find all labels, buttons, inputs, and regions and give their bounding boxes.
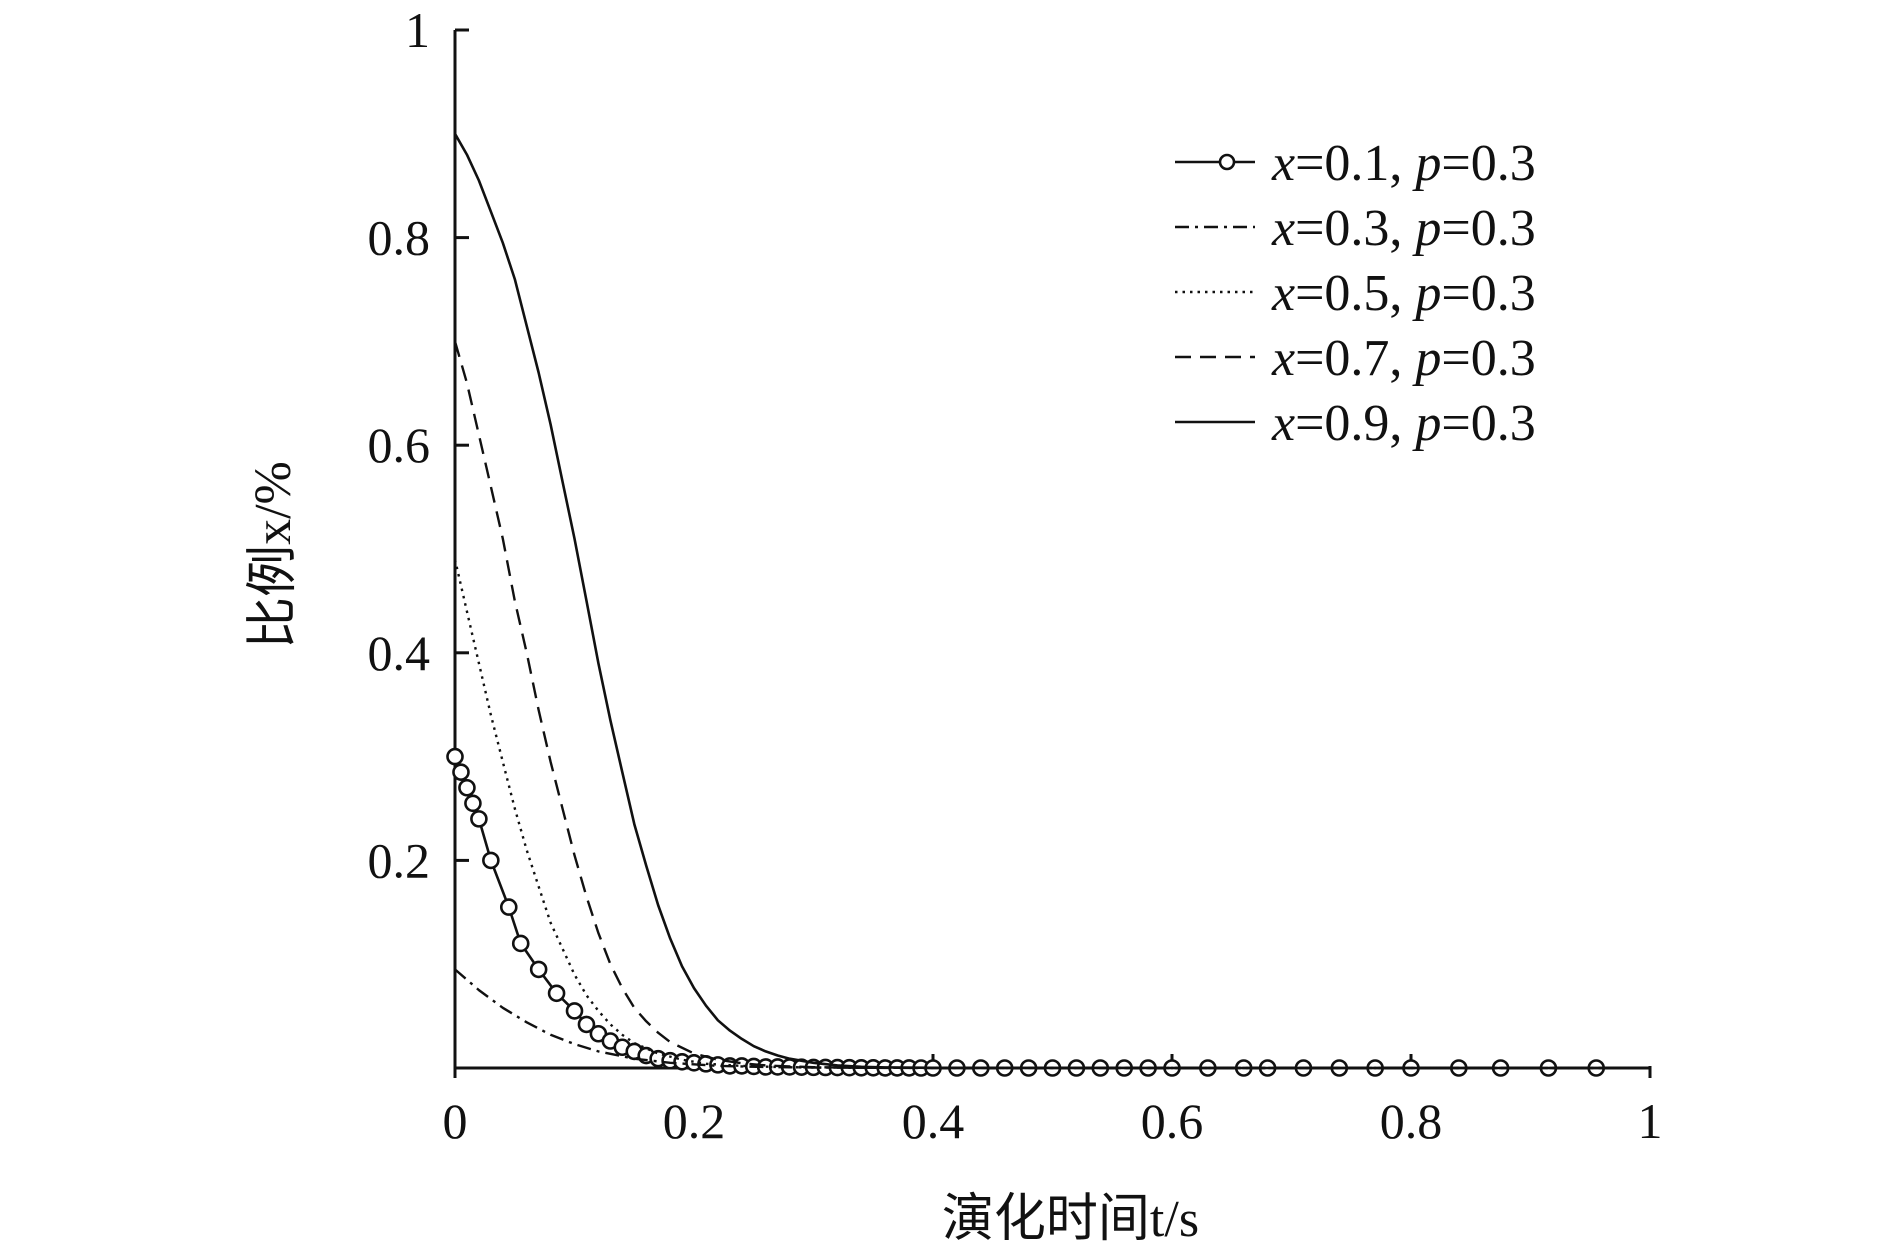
series-4	[453, 341, 1650, 1070]
series-layer	[446, 133, 1650, 1077]
y-tick-label: 0.2	[368, 832, 431, 888]
legend-label: x=0.5, p=0.3	[1271, 265, 1536, 322]
x-tick-label: 0.8	[1380, 1093, 1443, 1149]
y-tick-label: 0.8	[368, 210, 431, 266]
legend-label: x=0.7, p=0.3	[1271, 330, 1536, 387]
data-point	[529, 960, 548, 979]
series-1	[446, 747, 1606, 1077]
data-point	[482, 851, 500, 870]
y-tick-label: 1	[405, 2, 430, 58]
x-axis-label: 演化时间t/s	[942, 1191, 1199, 1248]
legend-item: x=0.7, p=0.3	[1175, 330, 1536, 387]
legend: x=0.1, p=0.3 x=0.3, p=0.3 x=0.5, p=0.3 x=0.…	[1175, 135, 1536, 452]
series-line	[453, 756, 1597, 1070]
series-line	[453, 341, 1650, 1070]
data-point	[565, 1002, 584, 1020]
y-axis-label: 比例x/%	[245, 461, 302, 649]
y-tick-label: 0.6	[368, 417, 431, 473]
y-axis-ticks: 0.2 0.4 0.6 0.8 1	[368, 2, 469, 888]
legend-item: x=0.5, p=0.3	[1175, 265, 1536, 322]
series-3	[453, 559, 1650, 1070]
series-line	[453, 559, 1650, 1070]
x-tick-label: 0.4	[902, 1093, 965, 1149]
legend-item: x=0.1, p=0.3	[1175, 135, 1536, 192]
data-point	[499, 898, 518, 916]
x-tick-label: 1	[1638, 1093, 1663, 1149]
x-tick-label: 0.6	[1141, 1093, 1204, 1149]
x-tick-label: 0.2	[663, 1093, 726, 1149]
legend-label: x=0.9, p=0.3	[1271, 395, 1536, 452]
legend-label: x=0.1, p=0.3	[1271, 135, 1536, 192]
x-tick-label: 0	[443, 1093, 468, 1149]
data-point	[470, 810, 488, 828]
series-5	[453, 133, 1650, 1070]
data-point	[547, 984, 566, 1003]
series-line	[453, 133, 1650, 1070]
y-tick-label: 0.4	[368, 625, 431, 681]
legend-item: x=0.9, p=0.3	[1175, 395, 1536, 452]
data-point	[511, 934, 530, 953]
data-point	[452, 763, 470, 781]
data-point	[458, 778, 476, 797]
legend-label: x=0.3, p=0.3	[1271, 200, 1536, 257]
data-point	[446, 747, 464, 766]
data-point	[577, 1015, 596, 1034]
legend-marker	[1218, 153, 1236, 171]
data-point	[464, 794, 482, 813]
legend-item: x=0.3, p=0.3	[1175, 200, 1536, 257]
